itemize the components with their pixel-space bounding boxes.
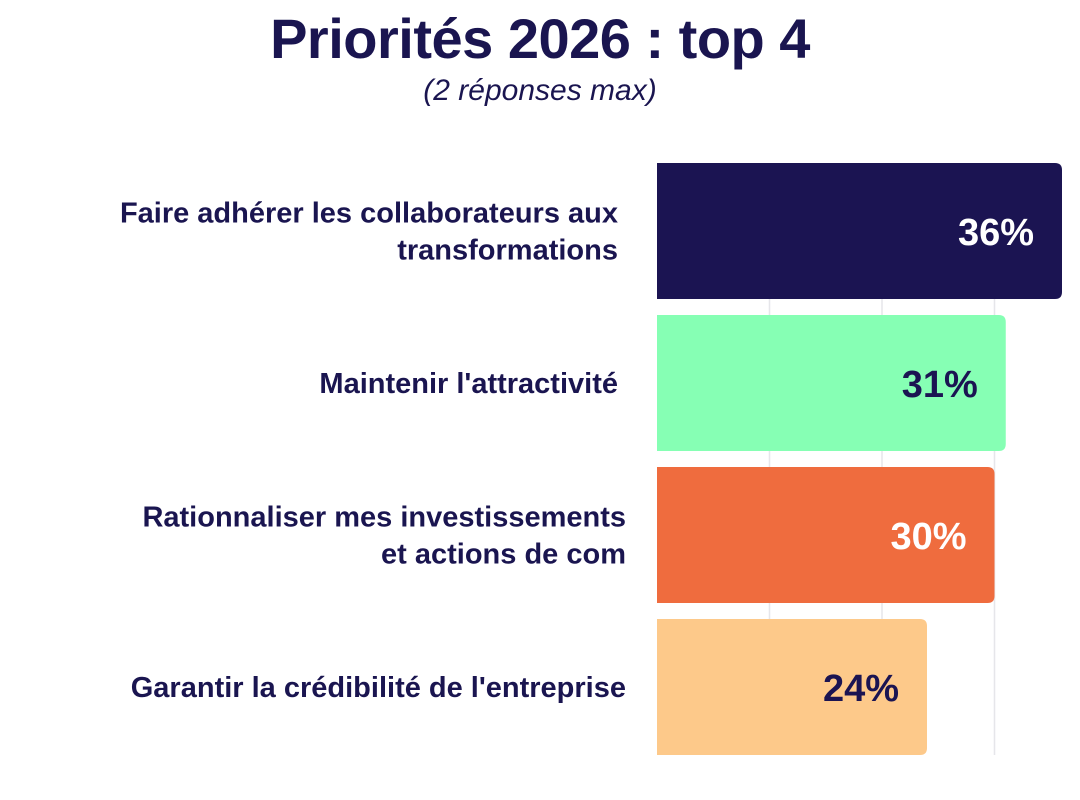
- category-label-2: Maintenir l'attractivité: [319, 368, 618, 400]
- value-label-1: 36%: [958, 212, 1034, 254]
- bar-1: [657, 163, 1062, 299]
- value-label-2: 31%: [902, 364, 978, 406]
- bar-4: [657, 619, 927, 755]
- category-labels: Faire adhérer les collaborateurs aux tran…: [120, 198, 626, 705]
- category-label-3: Rationnaliser mes investissements et acti…: [142, 502, 626, 571]
- bar-2: [657, 315, 1006, 451]
- bar-3: [657, 467, 995, 603]
- bars: 36% 31% 30% 24%: [657, 163, 1062, 755]
- chart-subtitle: (2 réponses max): [423, 74, 657, 107]
- value-label-3: 30%: [890, 516, 966, 558]
- value-label-4: 24%: [823, 668, 899, 710]
- category-label-1: Faire adhérer les collaborateurs aux tran…: [120, 198, 618, 267]
- chart-title: Priorités 2026 : top 4: [270, 7, 810, 70]
- category-label-4: Garantir la crédibilité de l'entreprise: [131, 672, 626, 704]
